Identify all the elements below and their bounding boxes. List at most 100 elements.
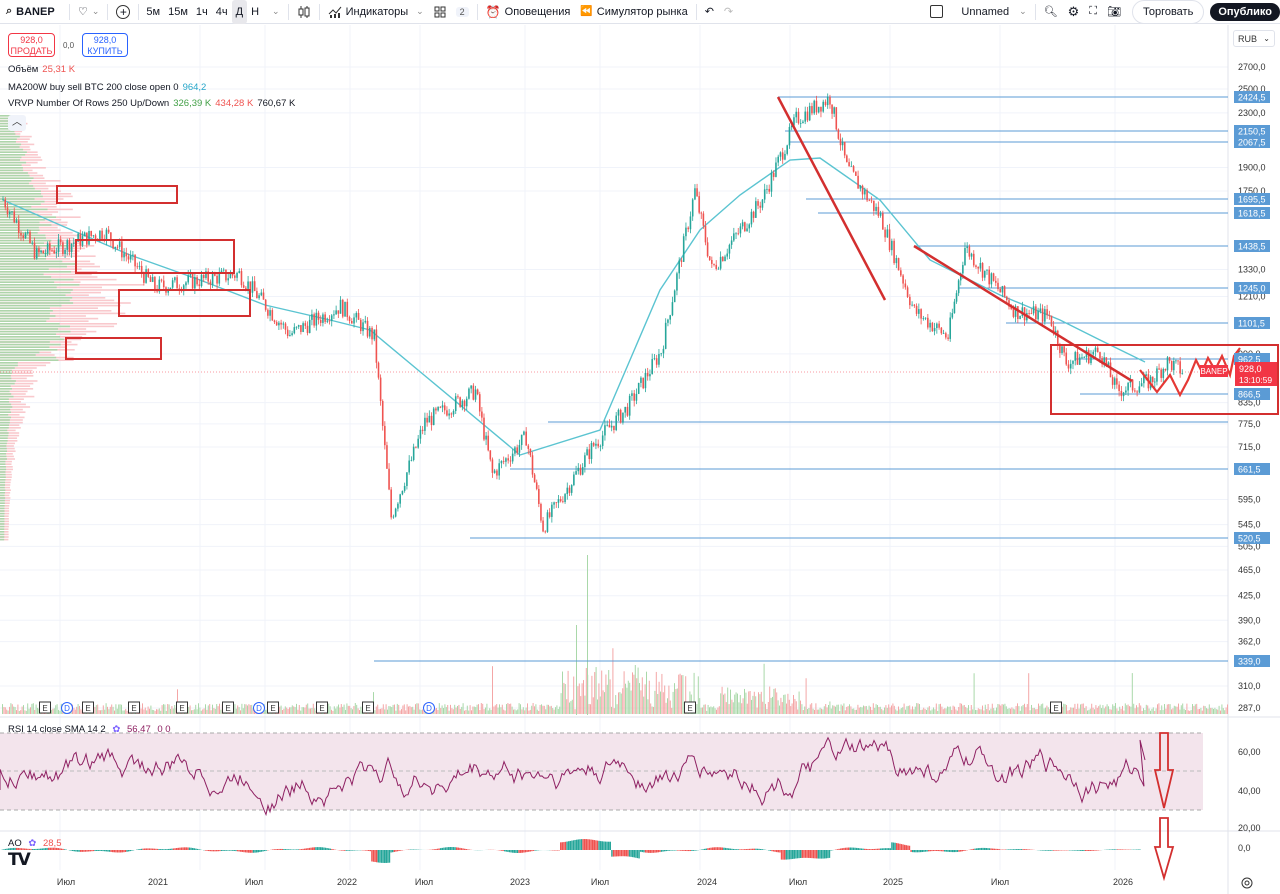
svg-text:Июл: Июл [789, 877, 807, 887]
settings-button[interactable]: ⚙ [1063, 0, 1085, 24]
publish-button[interactable]: Опублико [1210, 2, 1280, 21]
svg-text:1750,0: 1750,0 [1238, 186, 1266, 196]
svg-text:Июл: Июл [57, 877, 75, 887]
svg-text:E: E [270, 704, 275, 713]
arrow-down-icon[interactable] [1153, 732, 1175, 809]
svg-text:1101,5: 1101,5 [1238, 319, 1265, 329]
svg-text:1245,0: 1245,0 [1238, 284, 1266, 294]
add-symbol-button[interactable]: + [111, 0, 135, 24]
ticker-tag: BANEP [1200, 367, 1227, 376]
svg-text:2067,5: 2067,5 [1238, 138, 1266, 148]
timeframe-1h[interactable]: 1ч [195, 5, 208, 18]
drawings[interactable] [56, 96, 1279, 415]
ao-label: AO [8, 838, 22, 849]
compare-dropdown[interactable]: ♡ ⌄ [73, 0, 104, 24]
indicators-icon [328, 6, 341, 18]
time-axis[interactable]: Июл 2021 Июл 2022 Июл 2023 Июл 2024 Июл 2025 Июл 20… [57, 877, 1133, 887]
svg-text:866,5: 866,5 [1238, 390, 1261, 400]
vrvp-down: 434,28 K [215, 98, 254, 109]
svg-text:2025: 2025 [883, 877, 903, 887]
divider [1034, 3, 1036, 20]
highlight-box[interactable] [118, 289, 251, 317]
ao-value: 28,5 [42, 838, 62, 849]
svg-text:661,5: 661,5 [1238, 465, 1261, 475]
consolidation-box[interactable] [1050, 344, 1279, 415]
svg-text:425,0: 425,0 [1238, 591, 1261, 601]
svg-text:2021: 2021 [148, 877, 168, 887]
buy-button[interactable]: 928,0 КУПИТЬ [82, 33, 128, 57]
highlight-box[interactable] [75, 239, 235, 274]
svg-text:1210,0: 1210,0 [1238, 292, 1266, 302]
timeframe-day[interactable]: Д [231, 0, 248, 24]
market-simulator-button[interactable]: ⏪ Симулятор рынка [575, 0, 692, 24]
highlight-box[interactable] [65, 337, 162, 360]
ticker-tag-bg [1200, 365, 1228, 377]
divider [107, 3, 109, 20]
svg-text:715,0: 715,0 [1238, 442, 1261, 452]
undo-icon: ↶ [704, 6, 714, 18]
buy-label: КУПИТЬ [87, 46, 123, 56]
arrow-down-icon[interactable] [1153, 817, 1175, 882]
layouts-button[interactable]: 2 [429, 0, 474, 24]
svg-text:D: D [426, 704, 432, 713]
svg-text:2300,0: 2300,0 [1238, 108, 1266, 118]
collapse-legend-button[interactable]: ︿ [8, 115, 26, 131]
chart-type-button[interactable] [292, 0, 316, 24]
quick-search-button[interactable]: 🔍︎ [1039, 0, 1063, 24]
svg-text:287,0: 287,0 [1238, 703, 1261, 713]
svg-text:2500,0: 2500,0 [1238, 84, 1266, 94]
redo-button[interactable]: ↷ [719, 0, 738, 24]
volume-legend[interactable]: Объём 25,31 K [8, 64, 79, 75]
timeframe-15m[interactable]: 15м [168, 5, 188, 18]
trade-button[interactable]: Торговать [1131, 0, 1205, 24]
highlight-box[interactable] [56, 185, 178, 204]
timeframe-5m[interactable]: 5м [146, 5, 161, 18]
svg-text:2700,0: 2700,0 [1238, 62, 1266, 72]
currency-select[interactable]: RUB ⌄ [1233, 30, 1275, 47]
rsi-tick: 40,00 [1238, 786, 1261, 796]
chevron-down-icon: ⌄ [91, 6, 100, 16]
timeframe-4h[interactable]: 4ч [215, 5, 228, 18]
indicators-button[interactable]: Индикаторы ⌄ [323, 0, 429, 24]
chevron-down-icon: ⌄ [416, 6, 424, 16]
horizontal-levels[interactable] [374, 96, 1228, 662]
down-arrows[interactable] [1153, 732, 1175, 882]
ma-legend[interactable]: MA200W buy sell BTC 200 close open 0 964,… [8, 82, 210, 93]
timeframe-week[interactable]: Н [251, 5, 260, 18]
timeframe-dropdown[interactable]: ⌄ [263, 0, 285, 24]
rsi-legend[interactable]: RSI 14 close SMA 14 2 ✿ 56,47 0 0 [8, 724, 175, 735]
svg-text:775,0: 775,0 [1238, 419, 1261, 429]
svg-text:E: E [42, 704, 47, 713]
price-chart[interactable]: 2700,0 2500,0 2300,0 1900,0 1750,0 1330,0 1210… [0, 25, 1280, 894]
settings-icon: ✿ [28, 838, 37, 849]
ao-pane: 0,0 [1, 839, 1251, 863]
chevron-down-icon: ⌄ [272, 6, 280, 16]
tradingview-logo-icon[interactable]: TV [8, 850, 31, 870]
alerts-button[interactable]: ⏰ Оповещения [481, 0, 576, 24]
trendline[interactable] [776, 96, 887, 301]
candlesticks [2, 93, 1184, 534]
undo-button[interactable]: ↶ [700, 0, 719, 24]
svg-text:D: D [256, 704, 262, 713]
svg-text:390,0: 390,0 [1238, 615, 1261, 625]
screenshot-button[interactable]: 📷︎ [1102, 0, 1126, 24]
grid-lines [0, 25, 1228, 870]
fullscreen-button[interactable]: ⛶ [1084, 0, 1102, 24]
ao-legend[interactable]: AO ✿ 28,5 [8, 838, 65, 849]
svg-text:E: E [179, 704, 184, 713]
checkbox-icon [930, 5, 944, 18]
volume-value: 25,31 K [42, 64, 76, 75]
axis-settings-button[interactable] [1241, 877, 1253, 889]
layout-name-dropdown[interactable]: Unnamed ⌄ [925, 0, 1031, 24]
symbol-search[interactable]: ⌕ BANEP [0, 0, 66, 24]
svg-text:2026: 2026 [1113, 877, 1133, 887]
svg-text:1695,5: 1695,5 [1238, 195, 1266, 205]
simulator-label: Симулятор рынка [596, 5, 688, 18]
price-axis[interactable]: 2700,0 2500,0 2300,0 1900,0 1750,0 1330,0 1210… [1238, 62, 1266, 713]
trendline[interactable] [913, 244, 1133, 383]
rsi-tick: 60,00 [1238, 747, 1261, 757]
sell-button[interactable]: 928,0 ПРОДАТЬ [8, 33, 55, 57]
